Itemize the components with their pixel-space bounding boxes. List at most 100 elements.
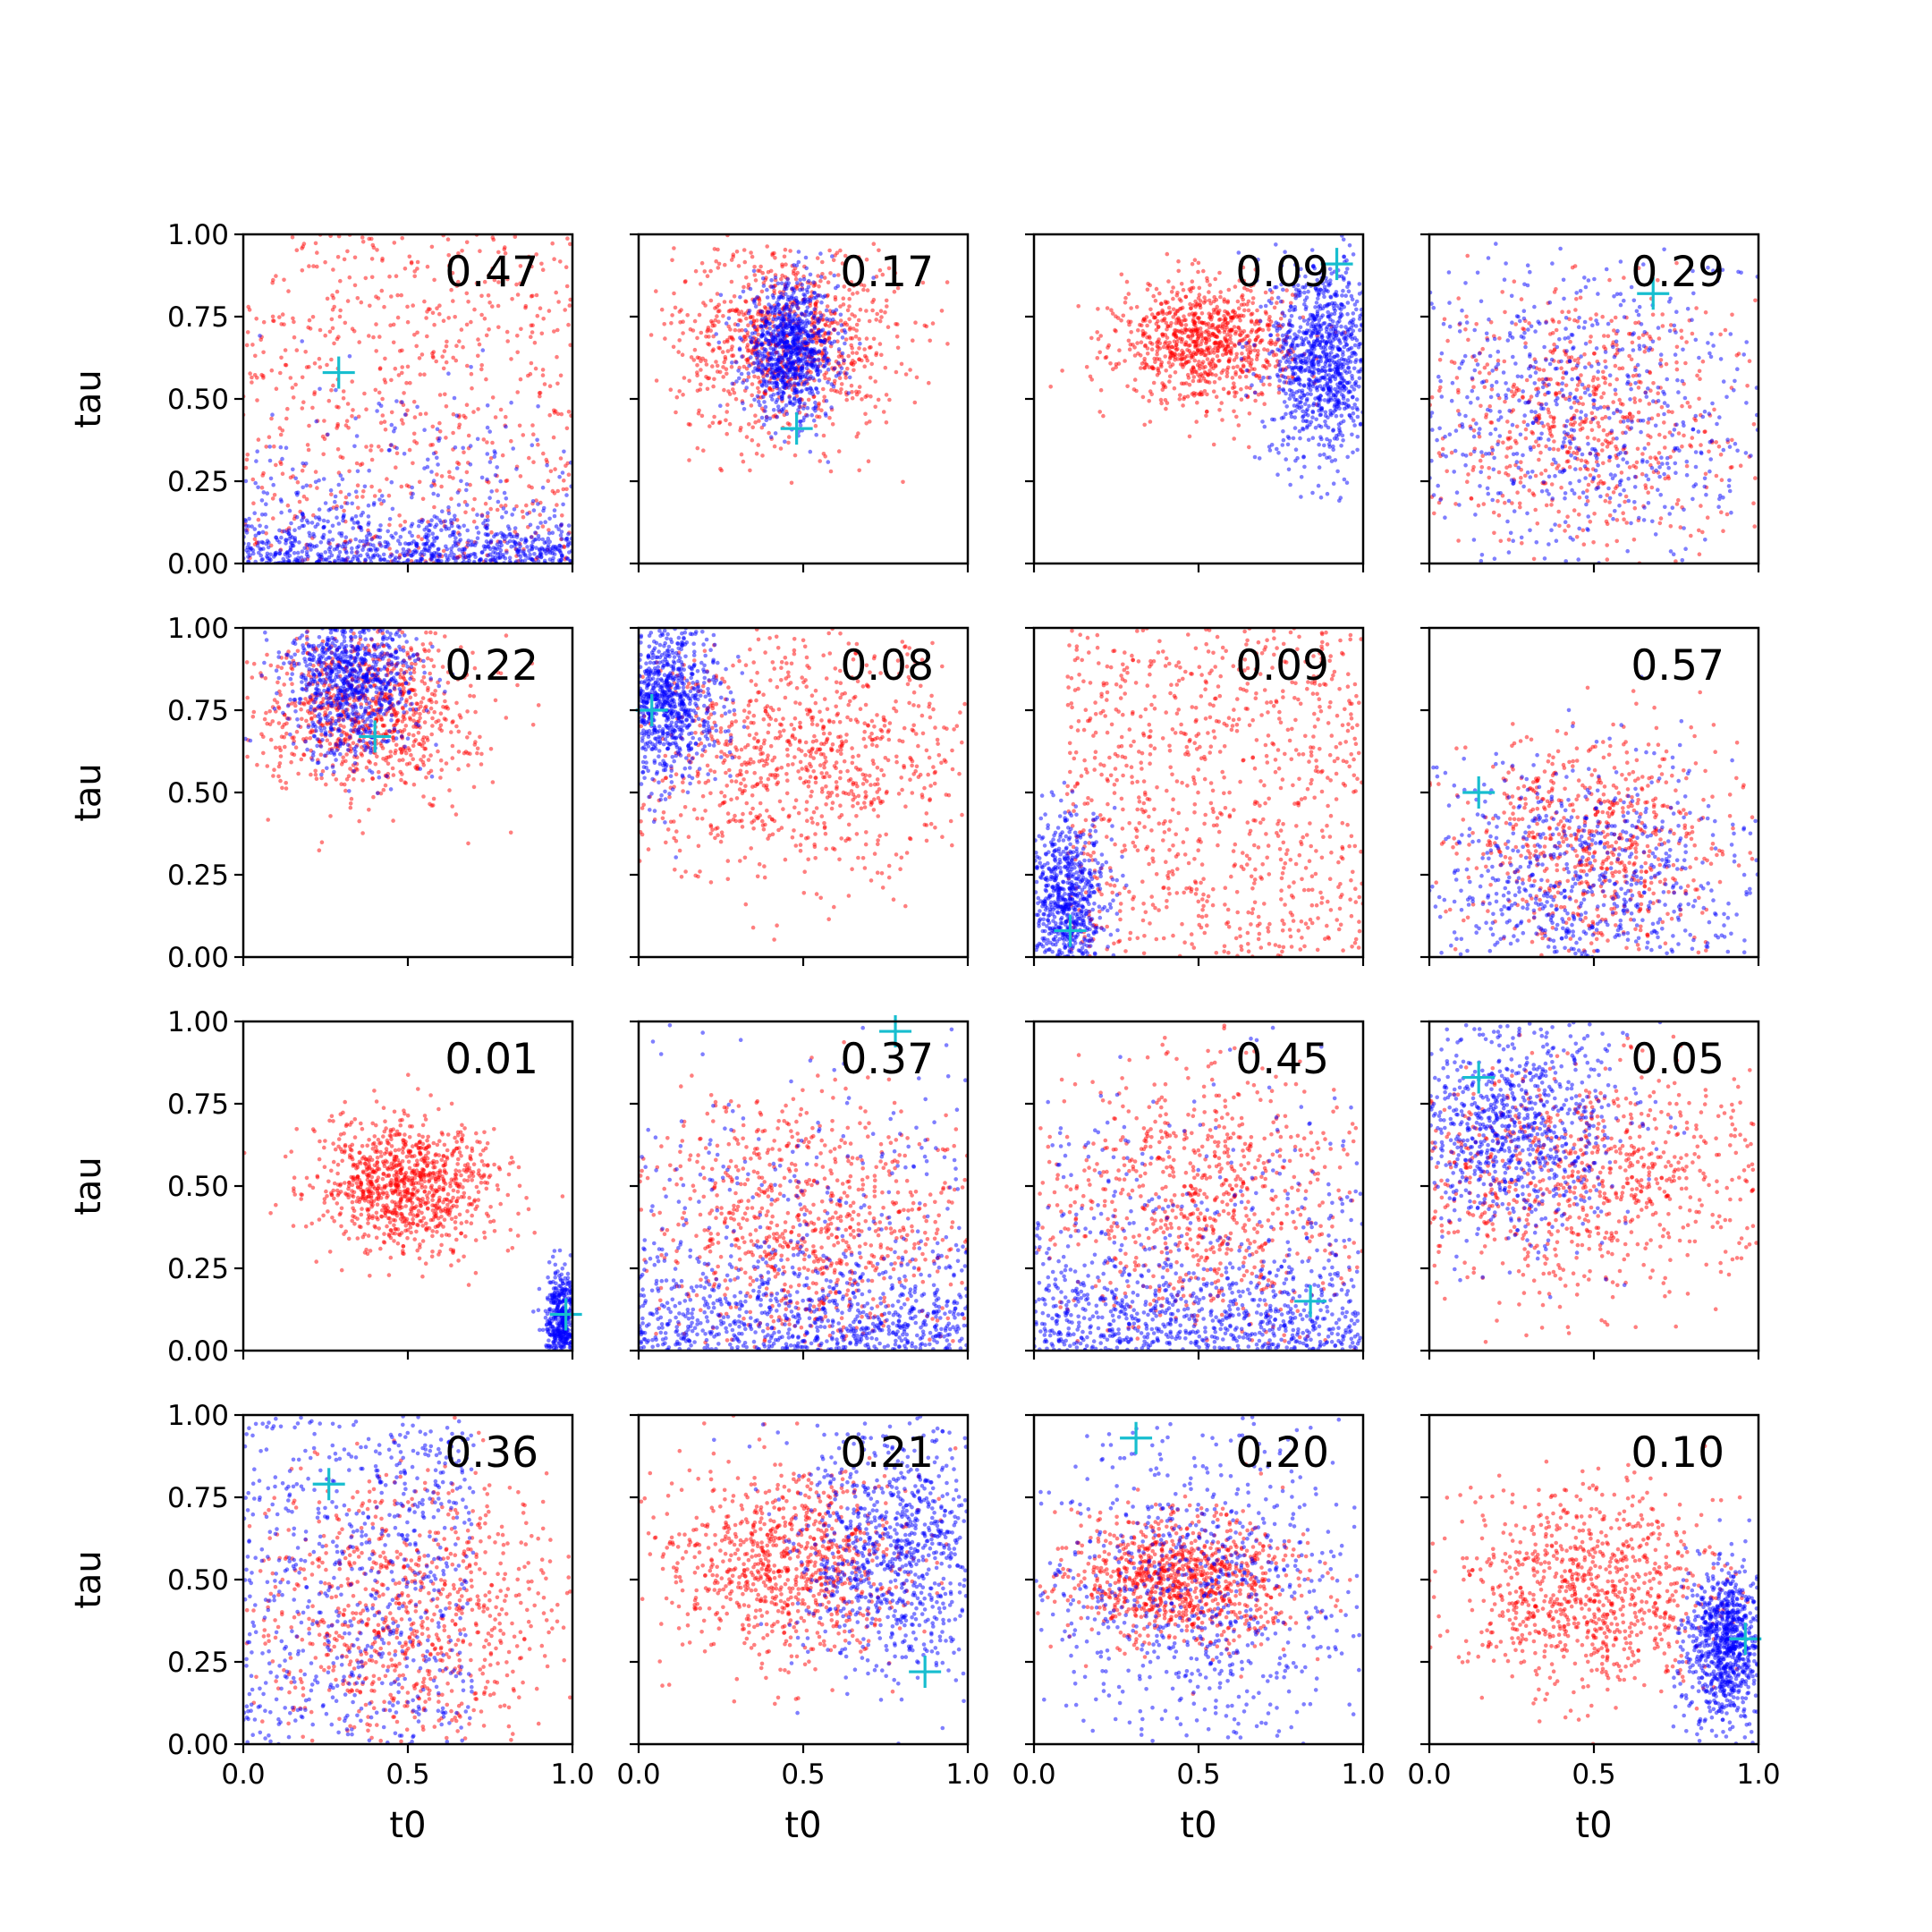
red-point — [1197, 316, 1201, 320]
red-point — [883, 310, 887, 315]
blue-point — [1275, 472, 1280, 477]
blue-point — [377, 528, 383, 533]
red-point — [1174, 292, 1180, 298]
red-point — [1138, 322, 1142, 327]
red-point — [868, 376, 873, 380]
red-point — [1284, 288, 1289, 292]
blue-point — [1355, 447, 1360, 453]
red-point — [534, 252, 538, 257]
blue-point — [776, 334, 782, 339]
red-point — [293, 382, 298, 387]
blue-point — [814, 432, 818, 437]
blue-point — [289, 521, 293, 526]
red-point — [1183, 340, 1189, 345]
blue-point — [818, 334, 822, 338]
red-point — [496, 280, 501, 284]
red-point — [387, 522, 392, 528]
red-point — [855, 291, 860, 295]
blue-point — [495, 465, 499, 470]
blue-point — [350, 516, 355, 521]
red-point — [274, 462, 278, 468]
red-point — [1252, 367, 1257, 372]
blue-point — [410, 554, 414, 558]
blue-point — [1336, 330, 1341, 335]
red-point — [420, 496, 426, 502]
red-point — [264, 531, 268, 536]
red-point — [1232, 325, 1237, 329]
red-point — [414, 343, 419, 349]
red-point — [1163, 354, 1167, 359]
red-point — [1235, 299, 1241, 304]
blue-point — [389, 422, 394, 428]
blue-point — [496, 499, 501, 504]
red-point — [1156, 318, 1160, 324]
blue-point — [718, 292, 724, 298]
red-point — [1148, 419, 1153, 424]
red-point — [1203, 352, 1208, 358]
red-point — [1125, 384, 1130, 389]
blue-point — [416, 523, 421, 529]
red-point — [1182, 394, 1187, 400]
red-point — [1225, 311, 1230, 316]
blue-point — [1328, 278, 1333, 283]
blue-point — [794, 367, 799, 372]
blue-point — [1280, 443, 1285, 447]
blue-point — [1299, 495, 1303, 499]
blue-point — [1308, 387, 1313, 393]
blue-point — [755, 294, 759, 300]
blue-point — [1350, 353, 1354, 359]
blue-point — [487, 544, 491, 549]
red-point — [1276, 390, 1282, 395]
red-point — [472, 496, 477, 502]
red-point — [695, 335, 699, 341]
red-point — [360, 462, 365, 466]
red-point — [400, 365, 405, 369]
red-point — [1206, 321, 1211, 326]
blue-point — [377, 497, 382, 502]
red-point — [756, 375, 761, 380]
red-point — [697, 312, 702, 318]
red-point — [674, 410, 678, 415]
red-point — [1164, 369, 1168, 373]
red-point — [1124, 279, 1130, 284]
red-point — [1268, 342, 1274, 347]
blue-point — [1347, 412, 1352, 418]
red-point — [482, 317, 487, 321]
blue-point — [258, 523, 262, 529]
red-point — [417, 356, 422, 360]
red-point — [1190, 392, 1195, 396]
red-point — [269, 416, 274, 421]
blue-point — [368, 532, 373, 538]
red-point — [1238, 333, 1243, 338]
blue-point — [792, 396, 797, 401]
red-point — [1155, 373, 1160, 377]
red-point — [345, 402, 351, 406]
red-point — [1217, 330, 1222, 335]
blue-point — [753, 304, 758, 309]
red-point — [523, 305, 528, 310]
red-point — [379, 288, 385, 293]
blue-point — [355, 554, 360, 558]
red-point — [409, 259, 414, 265]
red-point — [559, 411, 564, 417]
blue-point — [805, 330, 809, 335]
red-point — [842, 284, 847, 289]
red-point — [439, 484, 444, 489]
blue-point — [806, 284, 811, 290]
red-point — [369, 484, 374, 489]
red-point — [498, 407, 504, 412]
blue-point — [536, 502, 540, 506]
blue-point — [466, 543, 470, 547]
red-point — [788, 249, 792, 253]
red-point — [1089, 335, 1094, 341]
blue-point — [467, 554, 472, 558]
red-point — [446, 253, 452, 258]
blue-point — [459, 479, 463, 484]
blue-point — [792, 318, 796, 324]
blue-point — [759, 415, 765, 420]
red-point — [1183, 318, 1188, 323]
red-point — [1114, 365, 1118, 369]
blue-point — [757, 349, 761, 354]
blue-point — [806, 300, 810, 304]
blue-point — [1261, 376, 1266, 380]
